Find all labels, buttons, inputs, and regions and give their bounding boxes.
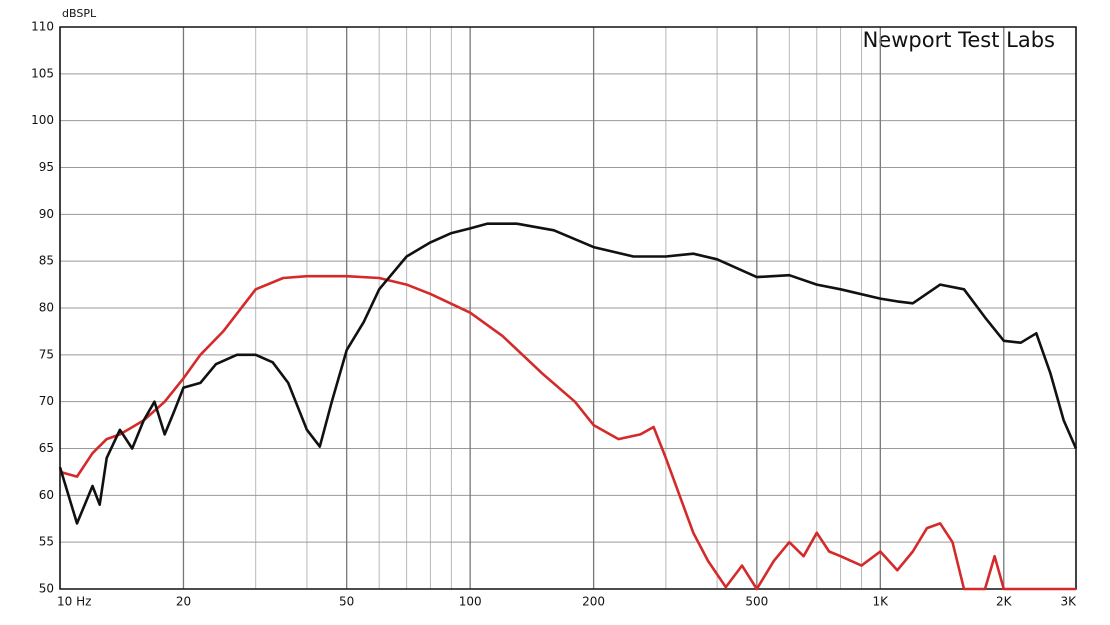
y-tick-label: 90 xyxy=(39,207,54,221)
y-tick-label: 50 xyxy=(39,582,54,596)
y-axis-label: dBSPL xyxy=(62,7,97,20)
data-line xyxy=(58,222,1078,525)
x-tick-label: 10 Hz xyxy=(57,595,91,609)
x-tick-label: 3K xyxy=(1060,595,1077,609)
y-tick-label: 105 xyxy=(31,66,54,80)
data-line xyxy=(59,274,1076,591)
y-tick-label: 100 xyxy=(31,113,54,127)
y-tick-label: 110 xyxy=(31,20,54,34)
x-tick-label: 500 xyxy=(745,595,768,609)
y-tick-label: 95 xyxy=(39,160,54,174)
y-tick-label: 60 xyxy=(39,488,54,502)
x-tick-label: 50 xyxy=(339,595,354,609)
x-tick-label: 20 xyxy=(176,595,191,609)
x-tick-label: 200 xyxy=(582,595,605,609)
plot-frame xyxy=(59,26,1077,590)
y-tick-label: 85 xyxy=(39,254,54,268)
x-tick-label: 1K xyxy=(873,595,890,609)
y-tick-label: 65 xyxy=(39,441,54,455)
x-tick-label: 2K xyxy=(996,595,1013,609)
x-tick-label: 100 xyxy=(459,595,482,609)
annotation: Newport Test Labs xyxy=(863,28,1055,52)
y-tick-label: 80 xyxy=(39,301,54,315)
y-tick-label: 70 xyxy=(39,394,54,408)
y-tick-label: 75 xyxy=(39,347,54,361)
y-tick-label: 55 xyxy=(39,535,54,549)
